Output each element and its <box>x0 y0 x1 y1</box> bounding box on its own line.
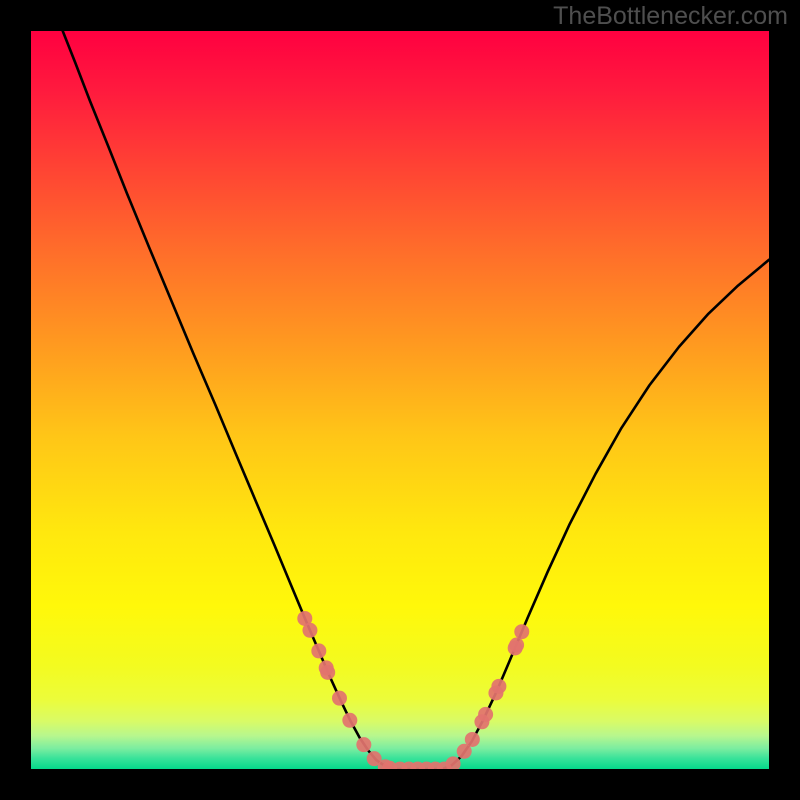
stage: TheBottlenecker.com <box>0 0 800 800</box>
watermark-text: TheBottlenecker.com <box>553 2 788 31</box>
plot-frame <box>31 31 769 769</box>
